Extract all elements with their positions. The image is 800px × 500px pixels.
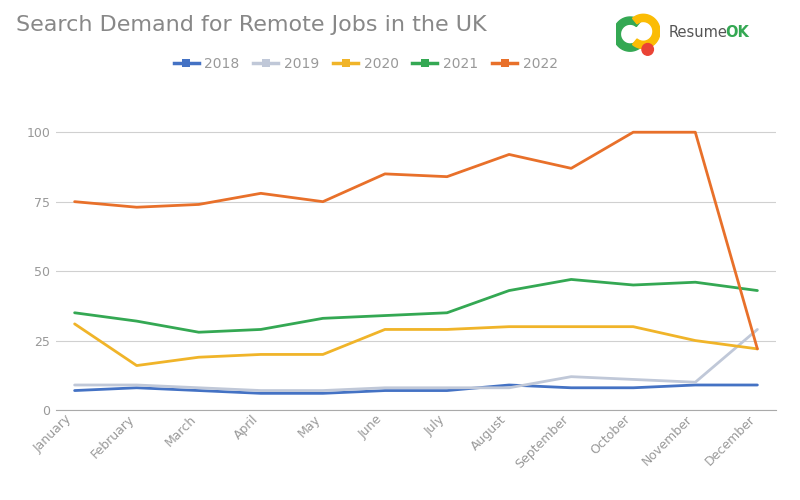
2019 [132, 382, 142, 388]
2021 [442, 310, 452, 316]
2018 [629, 385, 638, 391]
2021 [690, 279, 700, 285]
2019 [566, 374, 576, 380]
2022 [380, 171, 390, 177]
2020 [194, 354, 203, 360]
2020 [753, 346, 762, 352]
2020 [132, 362, 142, 368]
2018 [318, 390, 328, 396]
Line: 2018: 2018 [74, 385, 758, 394]
Text: Search Demand for Remote Jobs in the UK: Search Demand for Remote Jobs in the UK [16, 15, 486, 35]
2022 [132, 204, 142, 210]
2020 [566, 324, 576, 330]
2019 [318, 388, 328, 394]
Line: 2020: 2020 [74, 324, 758, 366]
2018 [194, 388, 203, 394]
Polygon shape [614, 17, 641, 51]
2019 [70, 382, 79, 388]
2018 [753, 382, 762, 388]
2019 [690, 379, 700, 385]
2021 [194, 329, 203, 335]
Line: 2021: 2021 [74, 280, 758, 332]
2019 [753, 326, 762, 332]
Polygon shape [633, 14, 660, 48]
2018 [690, 382, 700, 388]
2019 [504, 385, 514, 391]
2021 [380, 312, 390, 318]
2020 [256, 352, 266, 358]
Line: 2019: 2019 [74, 330, 758, 390]
2022 [566, 166, 576, 172]
2022 [504, 152, 514, 158]
2022 [256, 190, 266, 196]
2021 [566, 276, 576, 282]
2022 [70, 198, 79, 204]
2022 [690, 129, 700, 135]
2020 [690, 338, 700, 344]
2020 [442, 326, 452, 332]
2018 [380, 388, 390, 394]
2018 [442, 388, 452, 394]
2018 [566, 385, 576, 391]
2020 [629, 324, 638, 330]
2021 [70, 310, 79, 316]
2018 [256, 390, 266, 396]
2019 [256, 388, 266, 394]
Text: OK: OK [725, 25, 749, 40]
2021 [132, 318, 142, 324]
2022 [194, 202, 203, 207]
2020 [318, 352, 328, 358]
2020 [70, 321, 79, 327]
2021 [753, 288, 762, 294]
2019 [442, 385, 452, 391]
2020 [380, 326, 390, 332]
2019 [629, 376, 638, 382]
2022 [318, 198, 328, 204]
2021 [629, 282, 638, 288]
2019 [194, 385, 203, 391]
Legend: 2018, 2019, 2020, 2021, 2022: 2018, 2019, 2020, 2021, 2022 [168, 51, 563, 76]
Line: 2022: 2022 [74, 132, 758, 349]
2020 [504, 324, 514, 330]
2021 [504, 288, 514, 294]
2019 [380, 385, 390, 391]
2018 [504, 382, 514, 388]
Text: Resume: Resume [669, 25, 728, 40]
2022 [442, 174, 452, 180]
2022 [753, 346, 762, 352]
2018 [132, 385, 142, 391]
2022 [629, 129, 638, 135]
Circle shape [642, 44, 654, 55]
2018 [70, 388, 79, 394]
2021 [256, 326, 266, 332]
2021 [318, 316, 328, 322]
